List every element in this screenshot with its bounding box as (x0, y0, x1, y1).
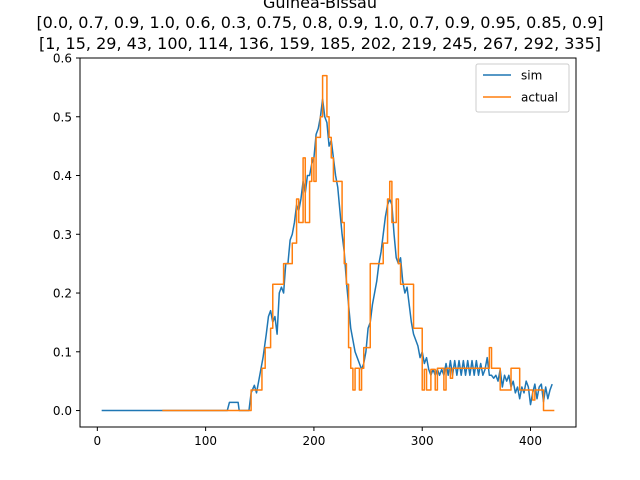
y-tick-label: 0.5 (53, 110, 72, 124)
x-tick-label: 200 (302, 434, 325, 448)
y-tick-label: 0.2 (53, 287, 72, 301)
y-tick-label: 0.3 (53, 228, 72, 242)
legend-label-sim: sim (521, 69, 542, 83)
y-tick-label: 0.6 (53, 52, 72, 66)
series-layer (101, 74, 555, 412)
x-tick-label: 100 (194, 434, 217, 448)
x-tick-label: 400 (519, 434, 542, 448)
legend-label-actual: actual (521, 91, 558, 105)
chart-subtitle-weights: [0.0, 0.7, 0.9, 1.0, 0.6, 0.3, 0.75, 0.8… (36, 13, 603, 32)
x-tick-label: 300 (411, 434, 434, 448)
y-tick-label: 0.0 (53, 404, 72, 418)
y-axis: 0.0 0.1 0.2 0.3 0.4 0.5 0.6 (53, 52, 80, 418)
chart-title: Guinea-Bissau (263, 0, 377, 12)
legend-box (475, 63, 570, 113)
plot-frame (79, 57, 577, 428)
legend: sim actual (475, 63, 570, 113)
x-tick-label: 0 (94, 434, 102, 448)
y-tick-label: 0.1 (53, 345, 72, 359)
x-axis: 0 100 200 300 400 (94, 427, 542, 448)
chart-subtitle-days: [1, 15, 29, 43, 100, 114, 136, 159, 185,… (39, 34, 601, 53)
series-line-actual (162, 74, 555, 412)
y-tick-label: 0.4 (53, 169, 72, 183)
series-line-sim (101, 98, 553, 412)
